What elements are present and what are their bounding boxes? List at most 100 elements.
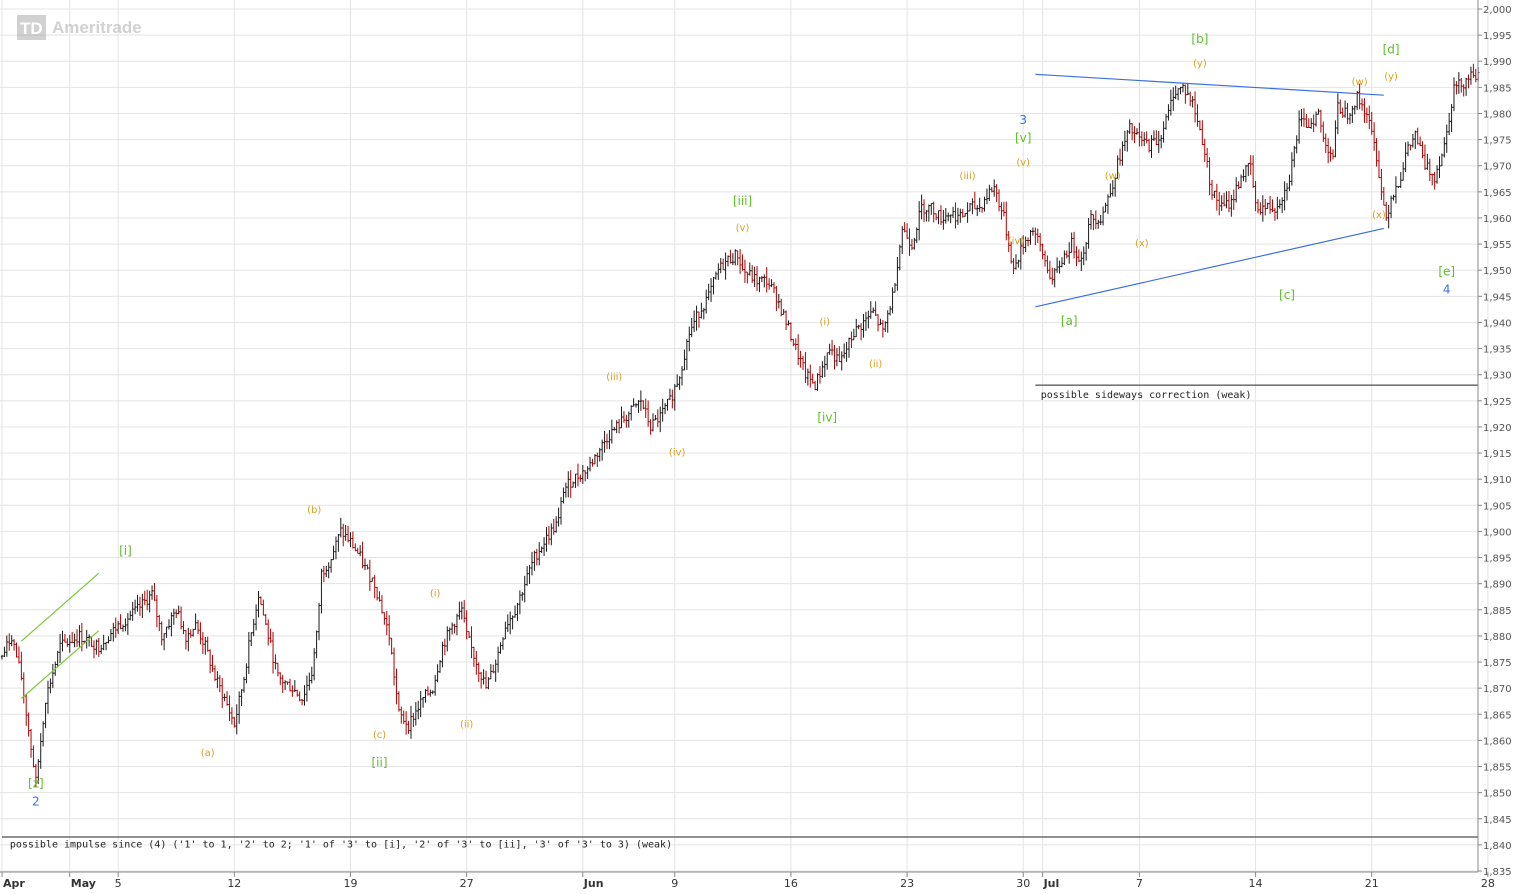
price-bar	[1283, 181, 1286, 211]
price-bar	[855, 318, 858, 338]
price-bar	[308, 672, 311, 691]
price-bar	[187, 627, 190, 652]
price-bar	[1423, 144, 1427, 171]
price-bar	[545, 527, 548, 552]
price-bar	[424, 689, 427, 703]
price-bar	[95, 639, 98, 655]
price-bar	[651, 413, 655, 432]
price-bar	[361, 541, 364, 569]
wave-label: (v)	[1016, 158, 1030, 169]
price-bar	[315, 630, 318, 659]
price-bar	[888, 305, 892, 316]
price-bar	[1174, 85, 1177, 100]
price-bar	[540, 546, 543, 554]
logo-badge: TD	[20, 19, 43, 38]
wave-label: (w)	[1352, 77, 1368, 88]
price-bar	[1288, 174, 1291, 192]
price-bar	[204, 637, 207, 655]
price-bar	[1394, 176, 1398, 204]
price-bar	[562, 487, 565, 504]
price-bar	[184, 629, 188, 650]
price-bar	[126, 613, 130, 635]
price-bar	[211, 654, 214, 672]
price-bar	[463, 600, 466, 623]
price-bar	[356, 547, 359, 554]
price-bar	[109, 629, 113, 642]
price-bar	[155, 595, 159, 628]
price-bar	[441, 641, 444, 668]
price-bar	[1261, 195, 1265, 222]
price-bar	[1126, 130, 1129, 152]
price-bar	[254, 604, 258, 631]
price-bar	[417, 700, 420, 720]
price-bar	[1421, 141, 1424, 159]
x-tick-label: 16	[784, 877, 798, 890]
y-axis: 2,000 1,995 1,990 1,985 1,980 1,975 1,970 1,965…	[1477, 0, 1512, 878]
price-bar	[1092, 214, 1095, 231]
price-bar	[818, 366, 822, 384]
price-bar	[1435, 165, 1439, 184]
price-bar	[1041, 243, 1044, 260]
x-tick-label: 23	[900, 877, 914, 890]
y-tick-label: 1,895	[1483, 554, 1512, 565]
price-bar	[746, 271, 749, 284]
price-bar	[138, 596, 142, 616]
price-bar	[821, 361, 824, 378]
price-bar	[167, 619, 171, 630]
y-tick-label: 1,935	[1483, 345, 1512, 356]
price-bar	[574, 473, 577, 489]
price-bar	[146, 589, 149, 611]
price-bar	[262, 599, 265, 616]
price-bar	[300, 698, 304, 706]
price-bar	[29, 728, 33, 758]
price-bar	[194, 613, 197, 630]
y-tick-label: 1,865	[1483, 710, 1512, 721]
price-bar	[312, 648, 316, 681]
wave-label: (y)	[1384, 72, 1398, 83]
price-bar	[1043, 250, 1047, 267]
price-bar	[1372, 122, 1376, 151]
price-bar	[1159, 135, 1163, 149]
price-bar	[150, 585, 154, 600]
price-bar	[412, 712, 415, 728]
price-bar	[1455, 81, 1458, 95]
price-bar	[1070, 232, 1073, 253]
price-bar	[509, 611, 512, 635]
price-bar	[1024, 236, 1027, 253]
price-bar	[695, 305, 698, 331]
price-bar	[1443, 137, 1446, 158]
price-bar	[487, 677, 490, 690]
price-bar	[1433, 171, 1436, 190]
price-bar	[1191, 96, 1194, 108]
price-bar	[37, 759, 40, 784]
price-bar	[0, 654, 4, 660]
price-bar	[547, 525, 551, 545]
price-bar	[409, 705, 413, 739]
price-bar	[1397, 186, 1400, 189]
price-bar	[472, 646, 476, 667]
price-bar	[990, 187, 993, 193]
price-bar	[632, 398, 635, 407]
price-bar	[523, 575, 526, 603]
price-bar	[954, 202, 957, 229]
price-bar	[1310, 118, 1313, 129]
price-bar	[1172, 87, 1175, 111]
price-bar	[584, 470, 587, 482]
price-bar	[1031, 227, 1035, 236]
price-bar	[10, 635, 13, 647]
price-bar	[1181, 82, 1185, 93]
price-bar	[1145, 131, 1148, 144]
price-bar	[1133, 126, 1136, 144]
price-bar	[1276, 196, 1279, 220]
price-bar	[591, 458, 594, 467]
price-bar	[1097, 219, 1100, 229]
wave-label: (x)	[1372, 210, 1386, 221]
x-tick-label: 21	[1365, 877, 1379, 890]
price-bar	[1239, 174, 1243, 189]
x-tick-label: 9	[671, 877, 678, 890]
price-bar	[303, 685, 306, 706]
price-bar	[383, 612, 386, 625]
price-bar	[32, 745, 35, 768]
price-bar	[554, 516, 558, 533]
